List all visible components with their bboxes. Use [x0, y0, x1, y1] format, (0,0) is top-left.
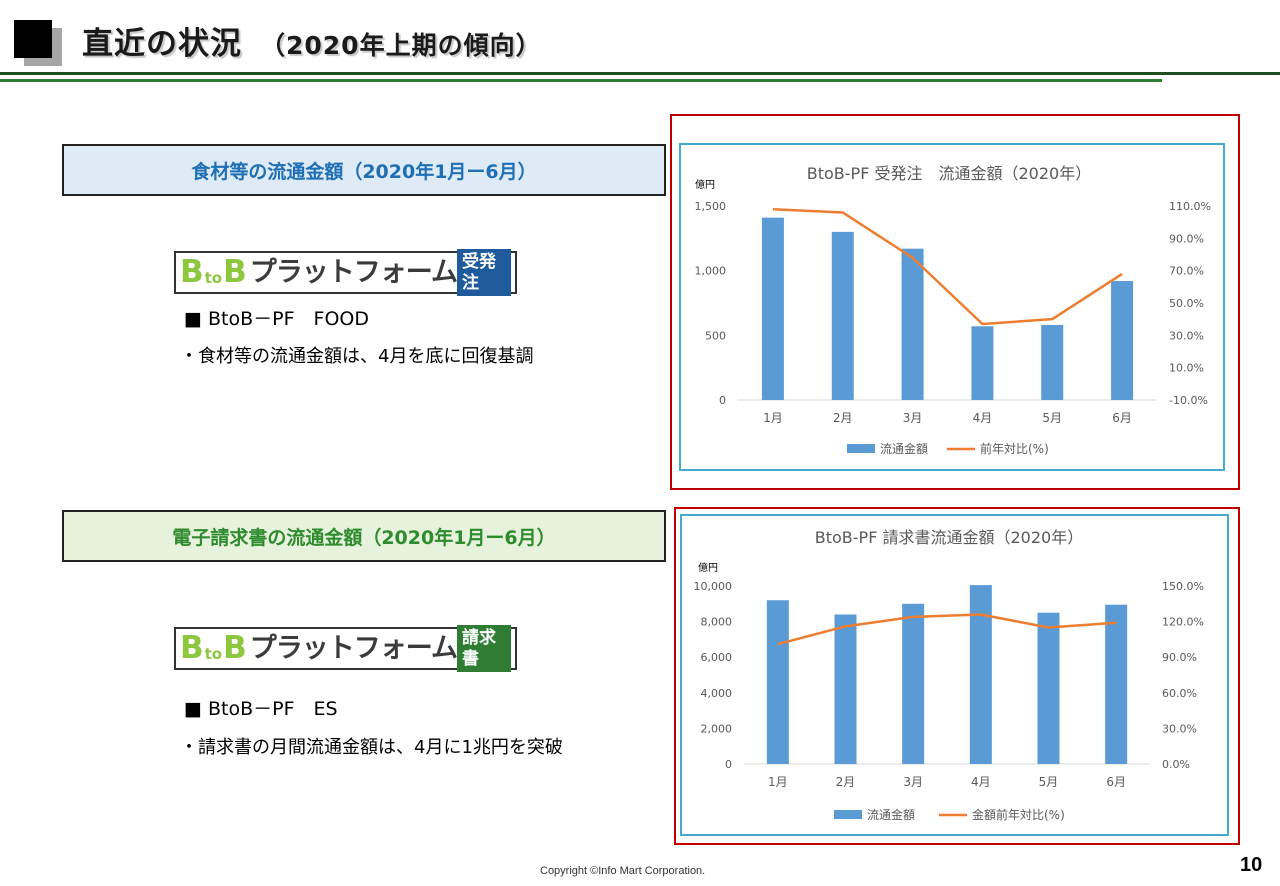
bar	[971, 326, 994, 400]
legend-label-line: 金額前年対比(%)	[972, 807, 1065, 822]
x-tick-label: 2月	[833, 411, 853, 425]
y2-tick-label: 90.0%	[1162, 651, 1197, 664]
y2-tick-label: 30.0%	[1162, 722, 1197, 735]
bar	[969, 585, 992, 764]
logo-to: to	[204, 644, 223, 663]
y-tick-label: 500	[705, 329, 726, 342]
chart-invoice-svg: BtoB-PF 請求書流通金額（2020年） 億円 0 2,000 4,000 6,000…	[694, 528, 1204, 822]
logo-letter-b: B	[223, 254, 247, 290]
section-heading-invoice: 電子請求書の流通金額（2020年1月ー6月）	[62, 510, 666, 562]
legend-label-bar: 流通金額	[867, 807, 915, 822]
page-title-text: 直近の状況	[82, 26, 242, 62]
line-series	[777, 613, 1117, 646]
bar	[902, 603, 925, 764]
y-axis-unit: 億円	[698, 561, 718, 574]
page-title: 直近の状況 （2020年上期の傾向）	[82, 18, 542, 63]
y-tick-label: 0	[725, 758, 732, 771]
page-subtitle: （2020年上期の傾向）	[260, 31, 542, 60]
bar	[834, 614, 857, 764]
x-tick-label: 1月	[768, 775, 788, 789]
note-food: ・食材等の流通金額は、4月を底に回復基調	[180, 346, 534, 367]
y-tick-label: 8,000	[701, 616, 733, 629]
legend-swatch-bar	[834, 810, 862, 819]
bullet-invoice: ■ BtoB－PF ES	[184, 698, 338, 720]
logo-badge: 請求書	[456, 625, 511, 672]
y-axis-unit: 億円	[695, 178, 715, 191]
y-tick-label: 10,000	[694, 580, 733, 593]
chart-order-svg: BtoB-PF 受発注 流通金額（2020年） 億円 0 500 1,000 1,500 -…	[695, 164, 1211, 456]
y2-tick-label: 60.0%	[1162, 687, 1197, 700]
legend-label-bar: 流通金額	[880, 441, 928, 456]
logo-to: to	[204, 268, 223, 287]
line-series	[772, 207, 1123, 326]
note-invoice: ・請求書の月間流通金額は、4月に1兆円を突破	[180, 737, 563, 758]
chart-frame-order	[670, 114, 1240, 490]
bar	[1041, 324, 1064, 400]
y2-tick-label: 10.0%	[1169, 362, 1204, 375]
chart-frame-invoice	[674, 507, 1240, 845]
bar	[761, 217, 784, 400]
y-tick-label: 2,000	[701, 722, 733, 735]
bar	[1105, 604, 1128, 764]
x-tick-label: 2月	[836, 775, 856, 789]
y2-tick-label: 70.0%	[1169, 265, 1204, 278]
logo-letter-b: B	[223, 630, 247, 666]
y2-tick-label: 120.0%	[1162, 616, 1204, 629]
bar	[1037, 612, 1060, 764]
chart-box-invoice: BtoB-PF 請求書流通金額（2020年） 億円 0 2,000 4,000 6,000…	[680, 514, 1229, 836]
y2-tick-label: 150.0%	[1162, 580, 1204, 593]
y2-tick-label: 50.0%	[1169, 297, 1204, 310]
y-tick-label: 0	[719, 394, 726, 407]
section-heading-food: 食材等の流通金額（2020年1月ー6月）	[62, 144, 666, 196]
bar	[831, 231, 854, 400]
logo-text: プラットフォーム	[249, 257, 458, 288]
chart-title: BtoB-PF 受発注 流通金額（2020年）	[807, 164, 1091, 183]
x-tick-label: 4月	[973, 411, 993, 425]
legend-label-line: 前年対比(%)	[980, 441, 1049, 456]
x-tick-label: 5月	[1042, 411, 1062, 425]
x-tick-label: 1月	[763, 411, 783, 425]
y2-tick-label: 0.0%	[1162, 758, 1190, 771]
logo-text: プラットフォーム	[249, 633, 458, 664]
y2-tick-label: -10.0%	[1169, 394, 1208, 407]
x-tick-label: 3月	[903, 775, 923, 789]
chart-box-order: BtoB-PF 受発注 流通金額（2020年） 億円 0 500 1,000 1,500 -…	[679, 143, 1225, 471]
legend-swatch-bar	[847, 444, 875, 453]
copyright: Copyright ©Info Mart Corporation.	[540, 865, 706, 877]
logo-letter-b: B	[180, 630, 204, 666]
bar	[766, 600, 789, 764]
title-square-icon	[14, 20, 52, 58]
logo-badge: 受発注	[456, 249, 511, 296]
bar	[901, 248, 924, 400]
y-tick-label: 1,500	[695, 200, 727, 213]
y-tick-label: 6,000	[701, 651, 733, 664]
y-tick-label: 1,000	[695, 265, 727, 278]
title-rule-green	[0, 79, 1162, 82]
y-tick-label: 4,000	[701, 687, 733, 700]
logo-letter-b: B	[180, 254, 204, 290]
x-tick-label: 6月	[1112, 411, 1132, 425]
title-rule-dark	[0, 72, 1280, 75]
bullet-food: ■ BtoB－PF FOOD	[184, 308, 369, 330]
x-tick-label: 6月	[1106, 775, 1126, 789]
y2-tick-label: 30.0%	[1169, 329, 1204, 342]
chart-title: BtoB-PF 請求書流通金額（2020年）	[815, 528, 1083, 547]
x-tick-label: 3月	[903, 411, 923, 425]
bar	[1111, 281, 1134, 400]
page-number: 10	[1240, 854, 1263, 876]
y2-tick-label: 110.0%	[1169, 200, 1211, 213]
x-tick-label: 4月	[971, 775, 991, 789]
y2-tick-label: 90.0%	[1169, 232, 1204, 245]
x-tick-label: 5月	[1039, 775, 1059, 789]
